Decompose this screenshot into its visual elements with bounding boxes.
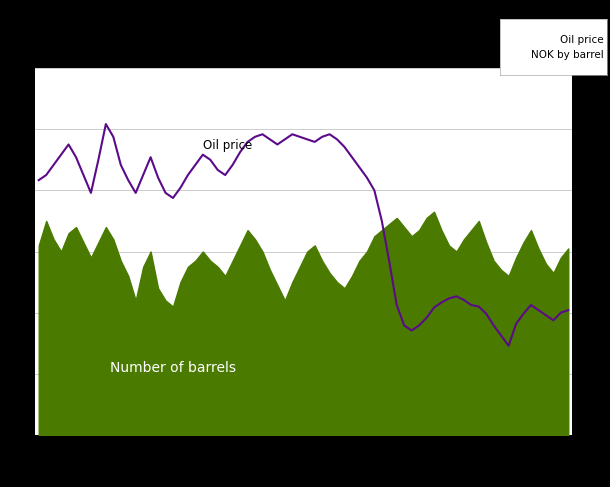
Text: Oil price: Oil price [203,139,252,152]
Text: NOK by barrel: NOK by barrel [531,50,604,60]
Text: Oil price: Oil price [560,35,604,45]
Text: Number of barrels: Number of barrels [110,361,236,375]
